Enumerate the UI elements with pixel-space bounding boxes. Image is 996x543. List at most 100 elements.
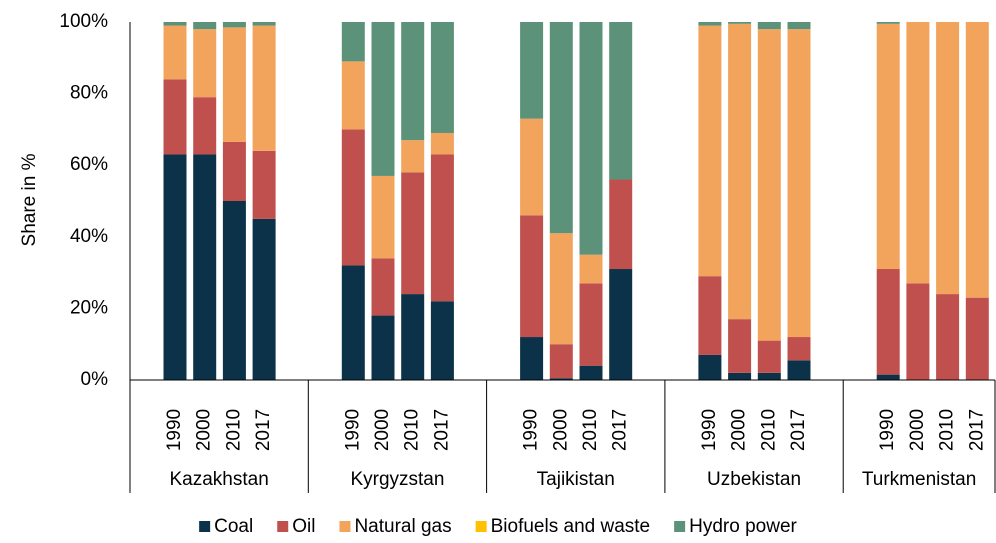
group-label: Kyrgyzstan: [350, 469, 444, 490]
bar-segment: [757, 22, 781, 30]
bar-segment: [609, 22, 633, 180]
bar-segment: [252, 22, 276, 26]
bar-segment: [252, 150, 276, 219]
bar-segment: [341, 129, 365, 266]
bar-segment: [787, 29, 811, 338]
x-tick-label: 2010: [937, 409, 958, 451]
x-tick-label: 1990: [342, 409, 363, 451]
legend-swatch: [277, 521, 289, 532]
bar-segment: [876, 23, 900, 270]
bar-segment: [549, 344, 573, 379]
y-tick-label: 80%: [70, 83, 108, 104]
y-tick-label: 100%: [59, 11, 108, 32]
bar-segment: [371, 315, 395, 380]
bar-segment: [371, 175, 395, 259]
bar-segment: [728, 372, 752, 380]
group-label: Tajikistan: [537, 469, 615, 490]
bar-segment: [163, 79, 187, 155]
x-tick-label: 2017: [966, 409, 987, 451]
bar-segment: [965, 297, 989, 380]
legend-label: Biofuels and waste: [491, 516, 651, 537]
bar-segment: [579, 283, 603, 366]
x-tick-label: 2000: [729, 409, 750, 451]
x-tick-label: 2010: [402, 409, 423, 451]
bar-segment: [728, 23, 752, 320]
bar-segment: [401, 140, 425, 173]
x-tick-label: 1990: [521, 409, 542, 451]
x-tick-label: 1990: [877, 409, 898, 451]
x-tick-label: 2017: [253, 409, 274, 451]
bar-segment: [163, 25, 187, 80]
bar-segment: [579, 254, 603, 284]
bar-segment: [341, 265, 365, 380]
x-tick-label: 2000: [550, 409, 571, 451]
bar-segment: [549, 22, 573, 234]
bar-segment: [252, 218, 276, 380]
bar-segment: [609, 179, 633, 270]
bar-segment: [787, 337, 811, 361]
x-tick-label: 2010: [758, 409, 779, 451]
legend-swatch: [674, 521, 686, 532]
bar-segment: [698, 22, 722, 26]
x-tick-label: 2000: [194, 409, 215, 451]
bar-segment: [757, 340, 781, 373]
y-tick-label: 60%: [70, 154, 108, 175]
group-label: Kazakhstan: [170, 469, 269, 490]
legend-swatch: [199, 521, 211, 532]
legend-label: Natural gas: [354, 516, 451, 537]
bar-segment: [579, 22, 603, 255]
bar-segment: [906, 283, 930, 380]
x-tick-label: 2010: [580, 409, 601, 451]
bar-segment: [698, 354, 722, 380]
legend-label: Coal: [214, 516, 253, 537]
bar-segment: [193, 154, 217, 380]
x-tick-label: 2017: [431, 409, 452, 451]
bar-segment: [906, 22, 930, 284]
bar-segment: [193, 22, 217, 30]
legend-swatch: [475, 521, 487, 532]
bar-segment: [609, 269, 633, 380]
bar-segment: [520, 118, 544, 216]
bar-segment: [222, 27, 246, 142]
bar-segment: [430, 132, 454, 155]
legend-label: Hydro power: [689, 516, 797, 537]
bar-segment: [876, 374, 900, 380]
bar-segment: [222, 141, 246, 201]
x-tick-label: 2000: [907, 409, 928, 451]
bar-segment: [401, 294, 425, 380]
y-axis-label: Share in %: [19, 153, 40, 246]
bar-segment: [757, 372, 781, 380]
y-tick-label: 20%: [70, 297, 108, 318]
bar-segment: [520, 337, 544, 380]
bar-segment: [936, 22, 960, 295]
bar-segment: [222, 201, 246, 380]
bar-segment: [876, 269, 900, 375]
bar-segment: [728, 22, 752, 24]
bar-segment: [728, 319, 752, 373]
x-tick-label: 2000: [372, 409, 393, 451]
bar-segment: [549, 233, 573, 345]
bar-segment: [965, 22, 989, 298]
bar-segment: [193, 97, 217, 155]
group-label: Uzbekistan: [707, 469, 801, 490]
bar-segment: [698, 276, 722, 355]
bar-segment: [430, 22, 454, 133]
legend-swatch: [339, 521, 351, 532]
x-tick-label: 2010: [223, 409, 244, 451]
x-tick-label: 1990: [699, 409, 720, 451]
bar-segment: [401, 172, 425, 295]
bar-segment: [520, 22, 544, 119]
bar-segment: [936, 294, 960, 380]
bar-segment: [698, 25, 722, 277]
bar-segment: [520, 215, 544, 338]
bar-segment: [401, 22, 425, 141]
bar-segment: [252, 25, 276, 151]
bar-segment: [341, 61, 365, 130]
x-tick-label: 1990: [164, 409, 185, 451]
bar-segment: [787, 360, 811, 380]
bar-segment: [371, 258, 395, 316]
x-tick-label: 2017: [788, 409, 809, 451]
bar-segment: [549, 378, 573, 380]
bar-segment: [222, 22, 246, 28]
